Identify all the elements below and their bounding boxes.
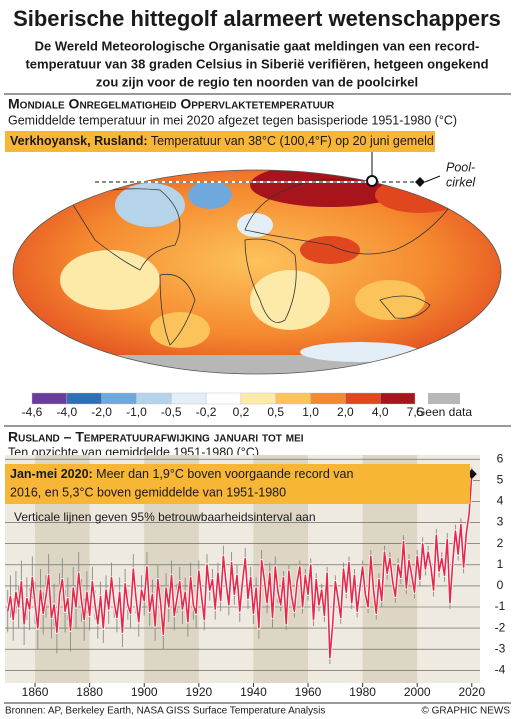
y-tick-label: 4: [497, 494, 504, 508]
legend-label: -0,5: [161, 405, 182, 419]
map-region: [188, 181, 232, 209]
map-region: [60, 250, 160, 310]
x-tick-label: 2020: [458, 685, 485, 699]
legend-label: 0,5: [267, 405, 284, 419]
map-region: [300, 342, 420, 362]
map-region: [250, 270, 330, 330]
callout-text: Temperatuur van 38°C (100,4°F) op 20 jun…: [151, 134, 434, 148]
legend-label: 7,5: [407, 405, 424, 419]
legend-swatch: [428, 393, 460, 404]
credit: © GRAPHIC NEWS: [422, 706, 511, 717]
legend-swatch: [171, 392, 207, 405]
map-callout: Verkhoyansk, Rusland: Temperatuur van 38…: [10, 134, 434, 148]
title: Siberische hittegolf alarmeert wetenscha…: [13, 6, 501, 31]
subtitle-line: temperatuur van 38 graden Celsius in Sib…: [25, 56, 488, 71]
coastline: [379, 295, 431, 319]
map-region: [300, 236, 360, 264]
x-tick-label: 1920: [185, 685, 212, 699]
annotation: Verticale lijnen geven 95% betrouwbaarhe…: [14, 510, 316, 524]
legend-label: 0,2: [233, 405, 250, 419]
y-tick-label: -4: [495, 663, 506, 677]
polar-label: Pool-: [446, 160, 475, 174]
legend-label: -4,0: [56, 405, 77, 419]
callout-box: [5, 131, 435, 152]
legend-swatch: [345, 392, 381, 405]
coastline: [244, 238, 297, 323]
map-heading: Mondiale Onregelmatigheid Oppervlaktetem…: [8, 96, 335, 112]
legend-label: 2,0: [337, 405, 354, 419]
subtitle-line: zou zijn voor de regio ten noorden van d…: [96, 74, 418, 89]
legend-label: 1,0: [302, 405, 319, 419]
subtitle-line: De Wereld Meteorologische Organisatie ga…: [35, 38, 480, 53]
y-tick-label: -2: [495, 620, 506, 634]
y-tick-label: 5: [497, 473, 504, 487]
chart-title: Rusland – Temperatuurafwijking januari t…: [8, 429, 304, 445]
y-tick-label: 2: [497, 536, 504, 550]
data-line: [6, 473, 473, 659]
chart-callout: Jan-mei 2020: Meer dan 1,9°C boven voorg…: [10, 467, 353, 481]
source: Bronnen: AP, Berkeley Earth, NASA GISS S…: [5, 706, 325, 717]
coastline: [69, 188, 181, 271]
legend-label: -4,6: [22, 405, 43, 419]
callout-bold: Verkhoyansk, Rusland:: [10, 134, 148, 148]
callout-bold: Jan-mei 2020:: [10, 467, 93, 481]
legend-swatch: [310, 392, 346, 405]
legend-swatch: [136, 392, 172, 405]
legend-label: Geen data: [416, 405, 472, 419]
map-region: [115, 183, 185, 227]
y-tick-label: -3: [495, 641, 506, 655]
legend-swatch: [379, 392, 416, 405]
x-tick-label: 1980: [349, 685, 376, 699]
y-tick-label: 1: [497, 557, 504, 571]
map-subheading: Gemiddelde temperatuur in mei 2020 afgez…: [8, 113, 457, 127]
polar-marker: [415, 177, 425, 187]
x-tick-label: 1960: [295, 685, 322, 699]
color-legend: -4,6 -4,0 -2,0 -1,0 -0,5 -0,2 0,2 0,5 1,0 2,0 4,0 7…: [22, 392, 472, 419]
legend-label: 4,0: [372, 405, 389, 419]
legend-swatch: [240, 392, 276, 405]
location-marker: [366, 175, 378, 187]
polar-leader: [424, 175, 441, 183]
x-tick-label: 1860: [22, 685, 49, 699]
map-outline: [12, 169, 502, 375]
map-region: [13, 355, 501, 374]
polar-label: cirkel: [446, 175, 476, 189]
map-region: [237, 213, 273, 237]
y-tick-label: 3: [497, 515, 504, 529]
legend-label: -1,0: [126, 405, 147, 419]
coastline: [159, 273, 196, 346]
world-map: [13, 170, 501, 374]
legend-swatch: [101, 392, 137, 405]
map-region: [355, 280, 425, 320]
legend-label: -0,2: [196, 405, 217, 419]
legend-swatch: [205, 392, 242, 405]
callout-box: [5, 464, 470, 504]
y-tick-label: -1: [495, 599, 506, 613]
chart-callout: 2016, en 5,3°C boven gemiddelde van 1951…: [10, 485, 286, 499]
legend-swatch: [66, 392, 102, 405]
x-tick-label: 1900: [131, 685, 158, 699]
legend-label: -2,0: [91, 405, 112, 419]
legend-swatch: [31, 392, 68, 405]
y-tick-label: 0: [497, 578, 504, 592]
y-tick-label: 6: [497, 451, 504, 465]
callout-text: Meer dan 1,9°C boven voorgaande record v…: [96, 467, 353, 481]
legend-swatch: [275, 392, 311, 405]
x-tick-label: 1940: [240, 685, 267, 699]
map-region: [150, 312, 210, 348]
x-tick-label: 2000: [404, 685, 431, 699]
x-tick-label: 1880: [76, 685, 103, 699]
